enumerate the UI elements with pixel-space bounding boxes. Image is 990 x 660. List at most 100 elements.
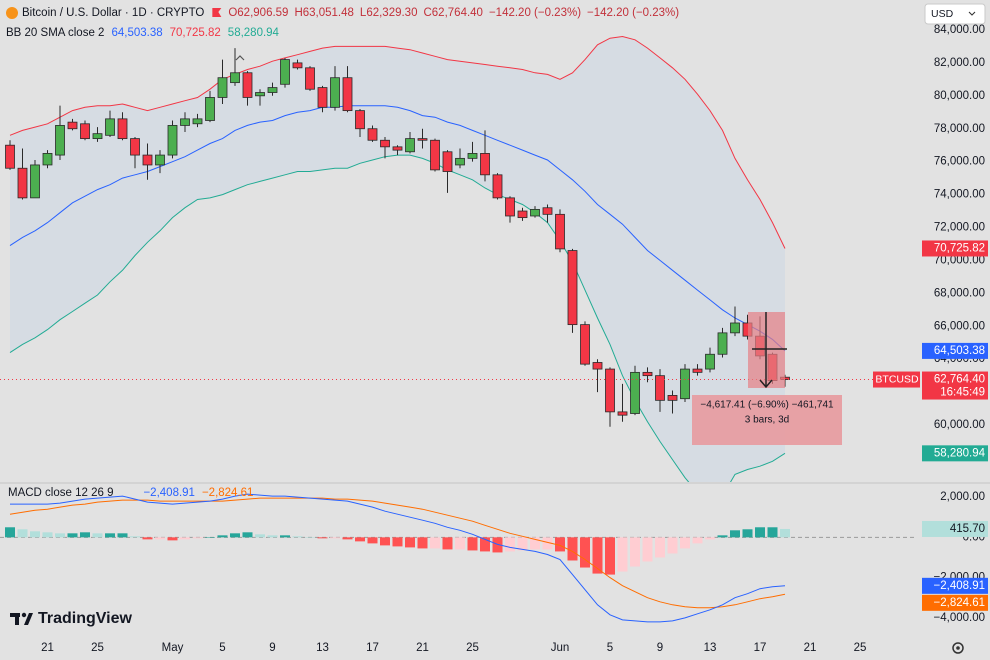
- histogram-bar: [167, 537, 178, 541]
- x-tick-label: 9: [657, 642, 663, 654]
- candle-body: [330, 77, 340, 108]
- candle-body: [267, 87, 278, 93]
- candle-body: [580, 324, 590, 365]
- histogram-bar: [142, 537, 153, 540]
- x-tick-label: 25: [91, 642, 104, 654]
- histogram-bar: [305, 537, 315, 538]
- indicator-value: 70,725.82: [170, 27, 221, 39]
- histogram-bar: [742, 529, 753, 538]
- histogram-bar: [330, 537, 340, 539]
- candle-body: [730, 322, 740, 334]
- candle-body: [517, 210, 528, 219]
- candle-body: [67, 121, 78, 130]
- y-tick-label: 70,000.00: [934, 254, 985, 266]
- candle-body: [242, 72, 253, 98]
- histogram-bar: [780, 528, 790, 538]
- histogram-bar: [567, 537, 578, 561]
- candle-body: [342, 77, 353, 112]
- candle-body: [192, 118, 203, 125]
- histogram-bar: [617, 537, 628, 572]
- x-tick-label: 17: [754, 642, 767, 654]
- chart-title: Bitcoin / U.S. Dollar · 1D · CRYPTO: [22, 7, 204, 19]
- last-price-label: 62,764.40: [934, 374, 985, 386]
- y-tick-label: 74,000.00: [934, 189, 985, 201]
- histogram-bar: [717, 535, 728, 538]
- x-tick-label: 5: [219, 642, 225, 654]
- histogram-bar: [505, 537, 515, 552]
- range-arrowhead: [759, 379, 773, 389]
- value-marker: [922, 577, 988, 594]
- candle-body: [542, 207, 553, 215]
- histogram-bar: [55, 533, 65, 538]
- histogram-bar: [530, 537, 540, 550]
- histogram-bar: [655, 537, 665, 558]
- candle-body: [617, 411, 628, 416]
- candle-body: [430, 139, 440, 171]
- candle-body: [30, 164, 40, 199]
- histogram-bar: [180, 537, 190, 540]
- histogram-bar: [755, 527, 765, 538]
- price-marker: [922, 445, 988, 462]
- currency-label: USD: [931, 8, 954, 20]
- candle-body: [17, 167, 28, 199]
- candle-body: [280, 59, 290, 85]
- candle-body: [442, 151, 453, 172]
- collapse-icon[interactable]: [235, 55, 245, 61]
- countdown-label: 16:45:49: [940, 387, 985, 399]
- candle-body: [42, 153, 53, 166]
- histogram-bar: [42, 532, 53, 538]
- histogram-bar: [442, 537, 453, 550]
- candle-body: [555, 213, 565, 250]
- candle-body: [55, 125, 65, 156]
- y-tick-label: 80,000.00: [934, 90, 985, 102]
- histogram-bar: [580, 537, 590, 568]
- y-tick-label: 60,000.00: [934, 419, 985, 431]
- histogram-bar: [80, 532, 90, 538]
- x-tick-label: Jun: [551, 642, 570, 654]
- settings-icon[interactable]: [952, 642, 964, 654]
- indicator-value: 58,280.94: [228, 27, 280, 39]
- y-tick-label: 2,000.00: [940, 491, 985, 503]
- currency-selector[interactable]: [924, 3, 986, 25]
- band-line: [9, 154, 786, 482]
- candle-body: [405, 138, 415, 153]
- settings-icon-center: [956, 646, 960, 650]
- indicator-name: BB 20 SMA close 2: [6, 27, 104, 39]
- indicator-value: −2,824.61: [202, 487, 253, 499]
- y-tick-label: 66,000.00: [934, 320, 985, 332]
- candle-body: [130, 138, 140, 156]
- histogram-bar: [205, 537, 215, 538]
- histogram-bar: [680, 537, 690, 549]
- band-line: [9, 105, 786, 352]
- y-tick-label: 82,000.00: [934, 57, 985, 69]
- histogram-bar: [480, 537, 490, 552]
- price-marker: [922, 342, 988, 359]
- candle-body: [705, 353, 715, 370]
- candle-body: [667, 395, 678, 401]
- candle-body: [255, 92, 265, 97]
- x-tick-label: 13: [316, 642, 329, 654]
- candle-body: [5, 144, 15, 169]
- histogram-bar: [767, 527, 778, 538]
- candle-body: [655, 375, 665, 401]
- histogram-bar: [730, 530, 740, 538]
- indicator-value: 64,503.38: [111, 27, 162, 39]
- candle-body: [392, 146, 403, 151]
- price-marker-label: 64,503.38: [934, 345, 985, 357]
- x-tick-label: 25: [854, 642, 867, 654]
- histogram-bar: [367, 537, 378, 544]
- macd-title: MACD close 12 26 9: [8, 487, 113, 499]
- candle-body: [105, 118, 115, 136]
- x-tick-label: 5: [607, 642, 613, 654]
- histogram-bar: [517, 537, 528, 551]
- alert-flag-icon: [212, 8, 222, 17]
- histogram-bar: [555, 537, 565, 552]
- candle-body: [230, 72, 240, 84]
- histogram-bar: [30, 531, 40, 538]
- band-fill: [10, 36, 785, 482]
- x-tick-label: 21: [804, 642, 817, 654]
- candle-body: [180, 118, 190, 126]
- measure-subtext: 3 bars, 3d: [745, 415, 789, 426]
- histogram-bar: [117, 533, 128, 538]
- value-marker-label: −2,824.61: [934, 597, 985, 609]
